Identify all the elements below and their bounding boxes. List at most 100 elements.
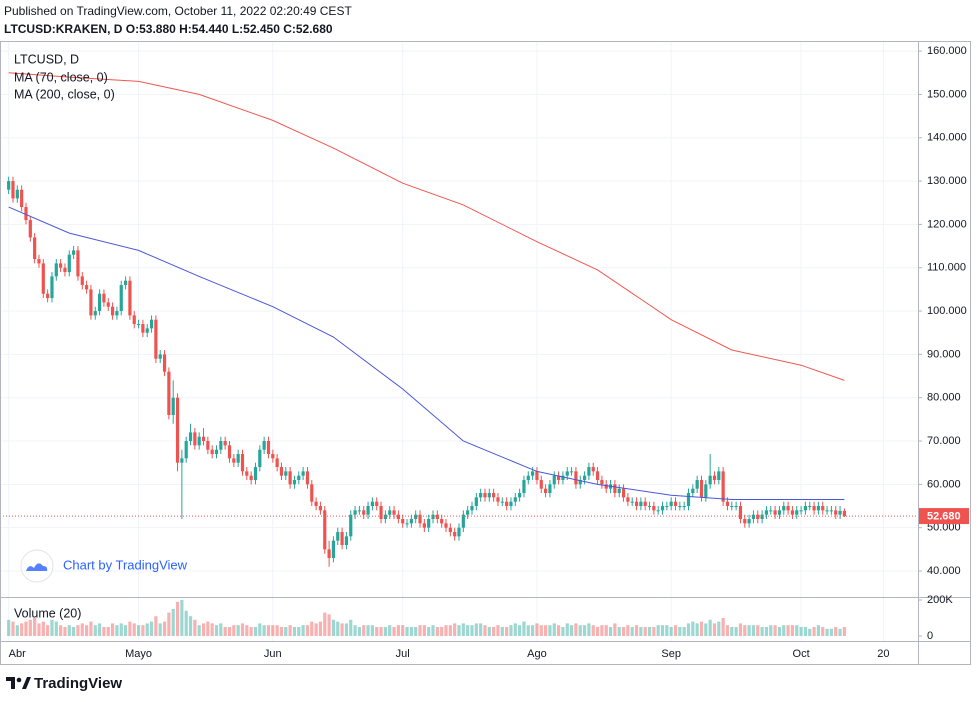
volume-bar bbox=[46, 625, 50, 636]
candle-body bbox=[344, 536, 349, 546]
volume-bar bbox=[496, 625, 500, 636]
candle-body bbox=[206, 441, 210, 450]
volume-bar bbox=[128, 621, 132, 636]
candle-body bbox=[223, 441, 227, 446]
candle-body bbox=[812, 506, 816, 511]
candle-body bbox=[249, 475, 253, 481]
volume-bar bbox=[812, 627, 816, 636]
y-tick-label: 50.000 bbox=[927, 522, 961, 534]
volume-tick-label: 200K bbox=[927, 594, 953, 606]
volume-bar bbox=[175, 601, 180, 636]
volume-bar bbox=[266, 625, 271, 636]
volume-bar bbox=[422, 625, 426, 636]
x-tick-label: Oct bbox=[793, 648, 810, 660]
candle-body bbox=[405, 523, 409, 525]
candle-body bbox=[600, 480, 604, 485]
volume-bar bbox=[556, 625, 561, 636]
candle-body bbox=[401, 519, 405, 524]
candle-body bbox=[253, 467, 258, 481]
volume-bar bbox=[97, 623, 102, 636]
candle-body bbox=[193, 432, 197, 446]
volume-bar bbox=[457, 625, 461, 636]
volume-bar bbox=[678, 627, 682, 636]
published-line: Published on TradingView.com, October 11… bbox=[4, 4, 352, 18]
candle-body bbox=[829, 510, 833, 512]
volume-bar bbox=[418, 625, 422, 636]
volume-bar bbox=[704, 623, 708, 636]
candle-body bbox=[379, 506, 383, 520]
candle-body bbox=[431, 514, 435, 520]
candle-body bbox=[821, 506, 825, 511]
volume-bar bbox=[691, 621, 695, 636]
volume-legend: Volume (20) bbox=[14, 606, 81, 620]
volume-bar bbox=[808, 628, 812, 636]
volume-bar bbox=[72, 627, 76, 636]
volume-bar bbox=[777, 627, 782, 636]
volume-bar bbox=[236, 625, 240, 636]
volume-bar bbox=[214, 625, 219, 636]
volume-bar bbox=[167, 612, 171, 636]
candle-body bbox=[115, 311, 119, 316]
candle-body bbox=[569, 471, 574, 473]
candle-body bbox=[531, 471, 535, 476]
volume-bar bbox=[197, 625, 201, 636]
candle-body bbox=[158, 354, 162, 359]
candle-body bbox=[582, 475, 587, 481]
volume-bar bbox=[539, 625, 543, 636]
candle-body bbox=[72, 250, 76, 255]
candle-body bbox=[188, 432, 193, 442]
candle-body bbox=[734, 506, 738, 508]
volume-bar bbox=[180, 600, 184, 636]
candle-body bbox=[175, 397, 180, 463]
y-tick-label: 160.000 bbox=[927, 45, 967, 57]
volume-bar bbox=[375, 627, 379, 636]
x-tick-label: Jul bbox=[396, 648, 410, 660]
volume-bar bbox=[565, 623, 569, 636]
candle-body bbox=[414, 514, 418, 520]
volume-bar bbox=[279, 627, 284, 636]
volume-bar bbox=[119, 623, 123, 636]
candle-body bbox=[440, 519, 444, 524]
candle-body bbox=[418, 514, 422, 524]
volume-bar bbox=[210, 623, 214, 636]
volume-bar bbox=[106, 627, 110, 636]
candle-body bbox=[621, 488, 626, 498]
volume-bar bbox=[206, 621, 210, 636]
candle-body bbox=[643, 501, 647, 507]
candle-body bbox=[383, 514, 387, 520]
symbol-legend: LTCUSD, D bbox=[14, 52, 79, 66]
volume-bar bbox=[448, 625, 452, 636]
volume-bar bbox=[518, 625, 522, 636]
volume-bar bbox=[154, 616, 158, 636]
y-tick-label: 100.000 bbox=[927, 305, 967, 317]
volume-bar bbox=[600, 625, 604, 636]
volume-bar bbox=[37, 623, 41, 636]
volume-bar bbox=[336, 621, 340, 636]
candle-body bbox=[318, 506, 323, 511]
candle-body bbox=[141, 324, 145, 333]
volume-bar bbox=[67, 625, 71, 636]
volume-bar bbox=[24, 621, 28, 636]
volume-bar bbox=[838, 628, 842, 636]
candle-body bbox=[652, 506, 656, 511]
volume-bar bbox=[643, 627, 647, 636]
volume-bar bbox=[20, 623, 24, 636]
credit-text: Chart by TradingView bbox=[63, 557, 188, 572]
candle-body bbox=[487, 493, 491, 498]
candle-body bbox=[240, 454, 245, 472]
volume-bar bbox=[331, 619, 336, 636]
volume-bar bbox=[656, 625, 660, 636]
candle-body bbox=[669, 501, 673, 507]
x-tick-label: 20 bbox=[877, 648, 889, 660]
candle-body bbox=[184, 441, 188, 459]
volume-bar bbox=[747, 625, 751, 636]
candle-body bbox=[665, 506, 669, 508]
candle-body bbox=[110, 306, 115, 316]
volume-bar bbox=[110, 623, 115, 636]
candle-body bbox=[626, 497, 630, 502]
candle-body bbox=[323, 510, 327, 550]
candle-body bbox=[522, 480, 526, 494]
candle-body bbox=[214, 449, 219, 455]
volume-bar bbox=[665, 625, 669, 636]
